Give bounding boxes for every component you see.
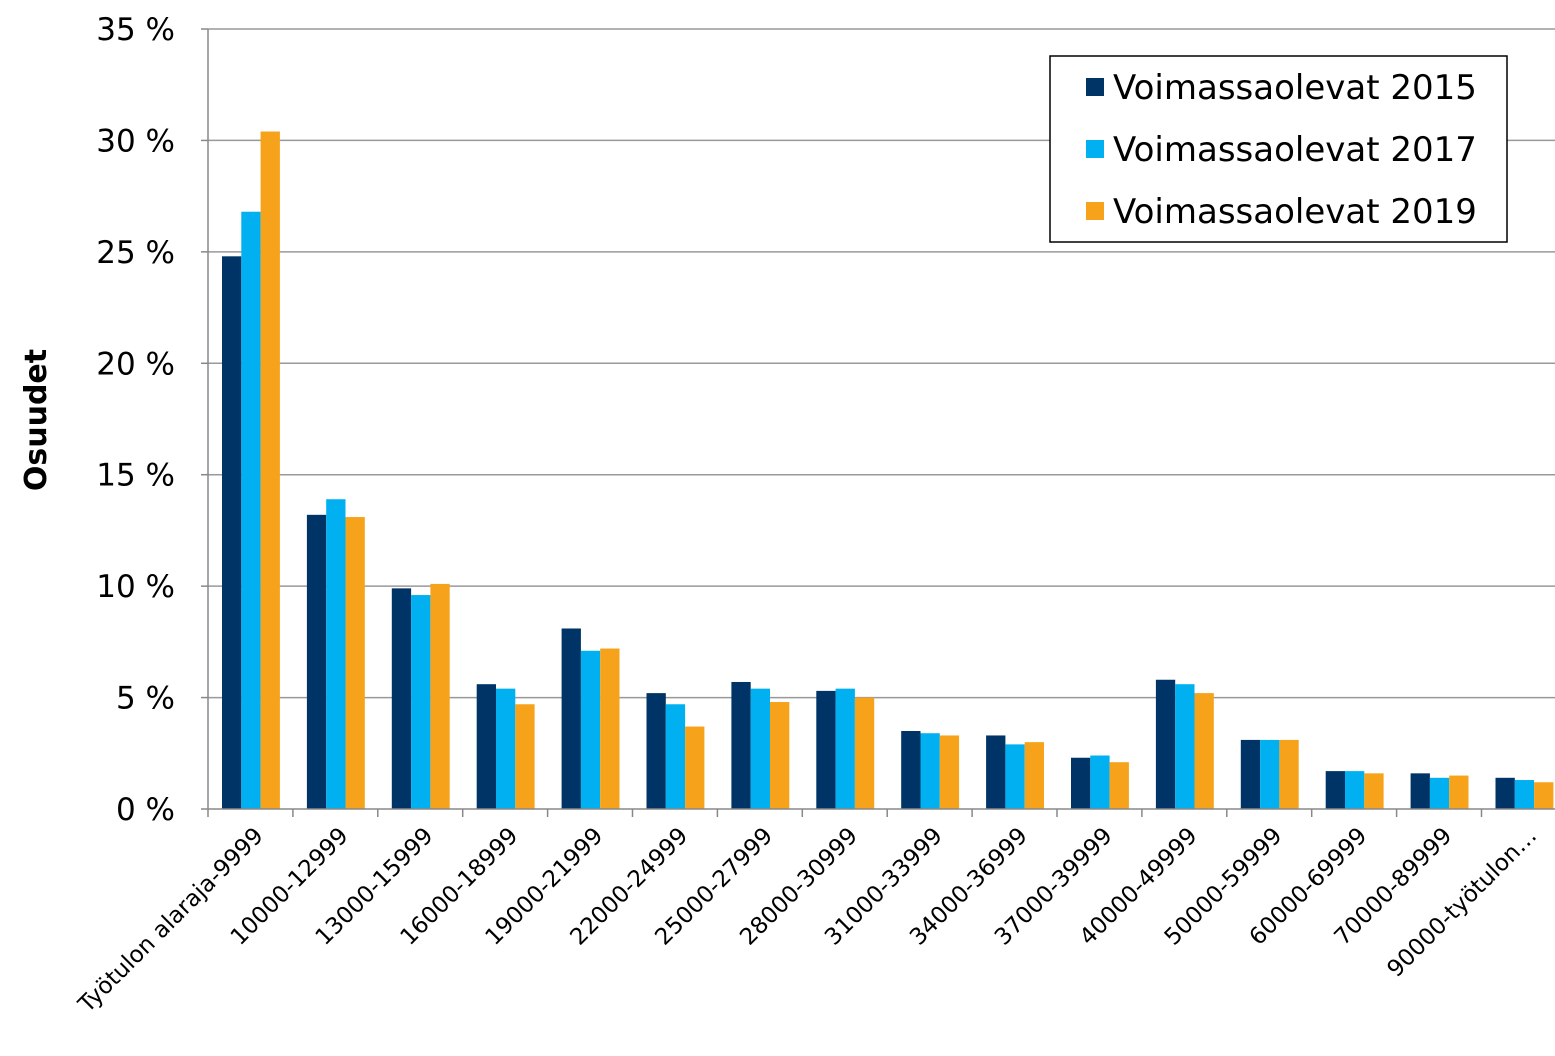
legend-label: Voimassaolevat 2019 [1113, 192, 1477, 232]
bar [665, 704, 686, 809]
bar [920, 733, 940, 809]
bar [345, 517, 365, 809]
y-tick-label: 30 % [96, 123, 175, 159]
y-tick-label: 15 % [96, 458, 175, 494]
bar [1449, 775, 1469, 809]
bar [1410, 773, 1430, 809]
bar [1109, 762, 1129, 809]
bar [391, 588, 412, 809]
bar [1194, 693, 1214, 809]
legend-swatch [1086, 78, 1104, 96]
y-axis-label: Osuudet [19, 349, 54, 491]
bar [854, 697, 875, 809]
bar [411, 595, 431, 809]
bar [986, 735, 1006, 809]
bar [1534, 782, 1554, 809]
bar [580, 650, 601, 809]
bar [260, 131, 280, 809]
y-tick-label: 25 % [96, 235, 175, 271]
y-tick-label: 0 % [116, 792, 175, 828]
bar [430, 583, 450, 809]
bar [1024, 742, 1044, 809]
bar [600, 648, 620, 809]
bar [835, 688, 855, 809]
y-tick-label: 35 % [96, 12, 175, 48]
y-tick-label: 10 % [96, 569, 175, 605]
bar [241, 211, 261, 809]
bar [326, 499, 346, 809]
legend-swatch [1086, 140, 1104, 158]
bar [1240, 739, 1261, 809]
legend-swatch [1086, 202, 1104, 220]
y-tick-label: 5 % [116, 681, 175, 717]
bar [515, 704, 535, 809]
bar [496, 688, 516, 809]
bar [685, 726, 705, 809]
bar [561, 628, 581, 809]
bar [1325, 771, 1345, 809]
legend-box [1049, 55, 1508, 243]
legend-label: Voimassaolevat 2015 [1113, 68, 1477, 108]
bar [222, 256, 242, 809]
bar [1279, 739, 1299, 809]
bar [646, 693, 666, 809]
bar [1260, 739, 1280, 809]
bar [901, 731, 921, 809]
bar [1175, 684, 1195, 809]
bar [1495, 777, 1515, 809]
bar [731, 681, 751, 809]
bar [1005, 744, 1025, 809]
y-tick-label: 20 % [96, 346, 175, 382]
legend-label: Voimassaolevat 2017 [1113, 130, 1477, 170]
bar [1155, 679, 1176, 809]
bar [1514, 780, 1535, 809]
bar [1071, 757, 1091, 809]
bar [476, 684, 496, 809]
bar [1429, 777, 1450, 809]
bar [306, 514, 327, 809]
bar [816, 690, 836, 809]
bar [1090, 755, 1110, 809]
bar [939, 735, 960, 809]
bar [1364, 773, 1384, 809]
bar [750, 688, 770, 809]
bar [1345, 771, 1365, 809]
bar [770, 702, 790, 809]
